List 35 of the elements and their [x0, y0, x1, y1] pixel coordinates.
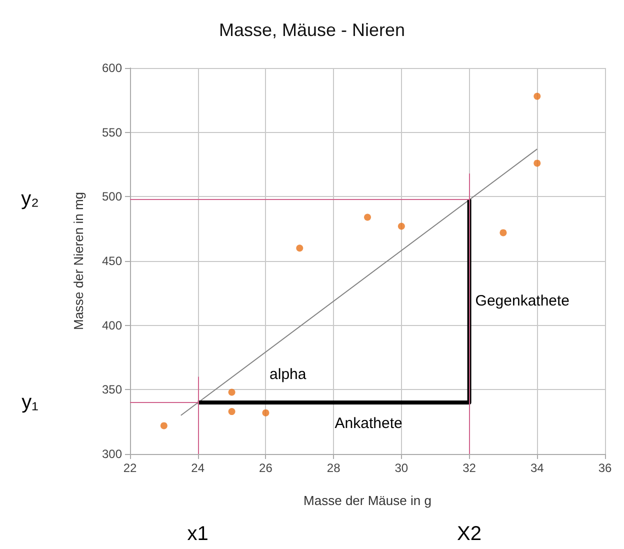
- y-tick-label: 500: [102, 190, 122, 204]
- x-tick-label: 32: [462, 461, 476, 475]
- text: y₂: [21, 188, 39, 210]
- x-tick-label: 30: [394, 461, 408, 475]
- x-tick-label: 26: [259, 461, 273, 475]
- x-tick-label: 22: [123, 461, 137, 475]
- x-tick-label: 28: [326, 461, 341, 475]
- point: [534, 160, 541, 167]
- x-tick-label: 36: [598, 461, 612, 475]
- annotation: Ankathete: [334, 415, 402, 432]
- y-tick-label: 550: [102, 125, 122, 140]
- y-tick-label: 400: [102, 318, 122, 332]
- text: X2: [457, 523, 482, 545]
- x-tick-label: 34: [530, 461, 544, 475]
- text: x1: [187, 523, 208, 545]
- annotation: alpha: [270, 366, 307, 384]
- x-tick-label: 24: [191, 461, 205, 475]
- point: [228, 388, 236, 396]
- point: [228, 408, 236, 416]
- chart-title: Masse, Mäuse - Nieren: [218, 20, 406, 40]
- y-tick-label: 300: [102, 447, 122, 461]
- point: [500, 229, 507, 236]
- point: [262, 409, 270, 416]
- x-axis-title: Masse der Mäuse in g: [304, 493, 432, 508]
- point: [364, 214, 371, 221]
- point: [160, 422, 168, 430]
- text: y₁: [22, 392, 39, 414]
- point: [296, 244, 304, 252]
- y-tick-label: 350: [102, 382, 122, 397]
- point: [534, 92, 541, 100]
- point: [398, 222, 405, 230]
- y-tick-label: 450: [102, 254, 122, 268]
- annotation: Gegenkathete: [475, 292, 570, 310]
- y-tick-label: 600: [102, 61, 122, 75]
- y-axis-title: Masse der Nieren in mg: [71, 192, 86, 330]
